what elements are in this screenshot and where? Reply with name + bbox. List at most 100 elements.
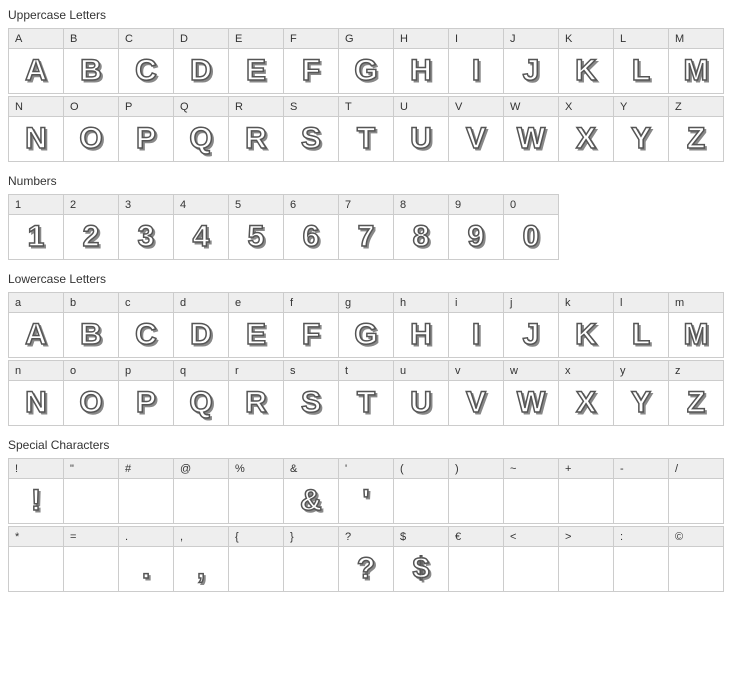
char-glyph-box: RR (229, 381, 283, 425)
glyph-wrap: EE (246, 54, 266, 88)
char-cell: } (283, 526, 339, 592)
char-glyph-box: MM (669, 313, 723, 357)
glyph-wrap: ZZ (687, 386, 705, 420)
char-cell: rRR (228, 360, 284, 426)
section-title: Numbers (8, 174, 740, 188)
char-cell: @ (173, 458, 229, 524)
glyph-wrap: OO (79, 386, 102, 420)
char-label: T (339, 97, 393, 117)
char-label: % (229, 459, 283, 479)
glyph-main: Y (631, 122, 651, 155)
glyph-main: Q (189, 122, 212, 155)
glyph-main: T (357, 386, 375, 419)
char-glyph-box (64, 547, 118, 591)
char-glyph-box: FF (284, 313, 338, 357)
char-glyph-box (64, 479, 118, 523)
glyph-main: S (301, 386, 321, 419)
glyph-main: 7 (358, 220, 375, 253)
char-cell: # (118, 458, 174, 524)
char-label: G (339, 29, 393, 49)
char-glyph-box: BB (64, 313, 118, 357)
glyph-wrap: AA (25, 318, 47, 352)
glyph-main: H (410, 54, 432, 87)
glyph-wrap: KK (575, 54, 597, 88)
char-cell: zZZ (668, 360, 724, 426)
char-label: i (449, 293, 503, 313)
glyph-wrap: VV (466, 122, 486, 156)
glyph-main: B (80, 318, 102, 351)
char-glyph-box: QQ (174, 381, 228, 425)
char-cell: 666 (283, 194, 339, 260)
glyph-wrap: $$ (413, 552, 430, 586)
charmap-section: Special Characters!!!"#@%&&&'''()~+-/*=.… (8, 438, 740, 592)
font-character-map: Uppercase LettersAAABBBCCCDDDEEEFFFGGGHH… (8, 8, 740, 592)
glyph-main: F (302, 318, 320, 351)
char-cell: wWW (503, 360, 559, 426)
char-cell: ~ (503, 458, 559, 524)
char-glyph-box (174, 479, 228, 523)
char-label: , (174, 527, 228, 547)
glyph-main: G (354, 54, 377, 87)
char-cell: GGG (338, 28, 394, 94)
char-cell: CCC (118, 28, 174, 94)
glyph-wrap: GG (354, 54, 377, 88)
char-glyph-box: ?? (339, 547, 393, 591)
char-glyph-box: RR (229, 117, 283, 161)
glyph-main: 5 (248, 220, 265, 253)
char-glyph-box: ,, (174, 547, 228, 591)
char-glyph-box: 66 (284, 215, 338, 259)
char-cell: $$$ (393, 526, 449, 592)
char-glyph-box (119, 479, 173, 523)
char-label: 5 (229, 195, 283, 215)
char-cell: " (63, 458, 119, 524)
char-label: } (284, 527, 338, 547)
glyph-wrap: FF (302, 318, 320, 352)
char-label: P (119, 97, 173, 117)
char-glyph-box (449, 547, 503, 591)
char-cell: < (503, 526, 559, 592)
char-label: Q (174, 97, 228, 117)
glyph-wrap: HH (410, 318, 432, 352)
char-glyph-box (559, 547, 613, 591)
char-label: p (119, 361, 173, 381)
glyph-wrap: PP (136, 386, 156, 420)
glyph-wrap: RR (245, 386, 267, 420)
char-cell: dDD (173, 292, 229, 358)
char-label: # (119, 459, 173, 479)
char-row: NNNOOOPPPQQQRRRSSSTTTUUUVVVWWWXXXYYYZZZ (8, 96, 740, 162)
glyph-wrap: XX (576, 386, 596, 420)
glyph-main: I (472, 318, 480, 351)
char-label: 6 (284, 195, 338, 215)
glyph-wrap: WW (517, 386, 545, 420)
char-cell: 333 (118, 194, 174, 260)
char-glyph-box (669, 547, 723, 591)
char-glyph-box: DD (174, 313, 228, 357)
char-cell: 555 (228, 194, 284, 260)
char-cell: LLL (613, 28, 669, 94)
char-label: M (669, 29, 723, 49)
char-cell: * (8, 526, 64, 592)
char-label: 4 (174, 195, 228, 215)
glyph-wrap: II (472, 318, 480, 352)
char-cell: HHH (393, 28, 449, 94)
glyph-main: C (135, 54, 157, 87)
char-label: s (284, 361, 338, 381)
char-glyph-box: SS (284, 381, 338, 425)
glyph-wrap: DD (190, 54, 212, 88)
char-glyph-box: 11 (9, 215, 63, 259)
char-row: AAABBBCCCDDDEEEFFFGGGHHHIIIJJJKKKLLLMMM (8, 28, 740, 94)
char-label: V (449, 97, 503, 117)
char-cell: oOO (63, 360, 119, 426)
glyph-main: U (410, 122, 432, 155)
char-cell: gGG (338, 292, 394, 358)
char-cell: : (613, 526, 669, 592)
char-label: Z (669, 97, 723, 117)
char-label: { (229, 527, 283, 547)
char-glyph-box: KK (559, 49, 613, 93)
char-cell: 999 (448, 194, 504, 260)
char-glyph-box: QQ (174, 117, 228, 161)
char-cell: - (613, 458, 669, 524)
glyph-main: R (245, 122, 267, 155)
char-glyph-box: YY (614, 117, 668, 161)
char-cell: yYY (613, 360, 669, 426)
